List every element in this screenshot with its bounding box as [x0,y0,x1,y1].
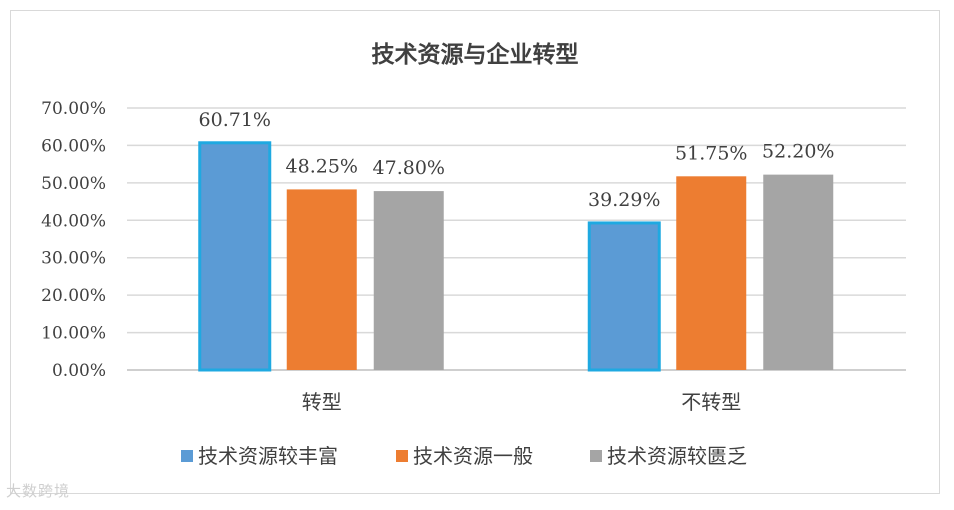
bars: 60.71% 48.25% 47.80% 39.29% 51.75% 52.20% [198,109,834,372]
legend-label: 技术资源较匮乏 [607,444,747,468]
x-category-label: 转型 [302,390,342,414]
data-label: 51.75% [675,142,747,164]
x-axis: 转型 不转型 [302,390,742,414]
x-category-label: 不转型 [681,390,741,414]
data-label: 48.25% [286,155,358,177]
y-tick-label: 60.00% [41,136,106,156]
y-tick-label: 10.00% [41,324,106,344]
legend-label: 技术资源一般 [413,444,533,468]
bar [763,174,834,370]
legend-swatch [590,450,602,462]
y-axis: 0.00% 10.00% 20.00% 30.00% 40.00% 50.00% 60.00… [41,99,906,381]
y-tick-label: 20.00% [41,286,106,306]
y-tick-label: 0.00% [52,361,106,381]
bar [587,221,661,372]
watermark-text: 大数跨境 [6,482,71,500]
y-tick-label: 50.00% [41,174,106,194]
chart-title: 技术资源与企业转型 [372,41,579,68]
bar [676,176,747,370]
bar [373,191,444,370]
bar [286,189,357,370]
data-label: 47.80% [373,157,445,179]
y-tick-label: 70.00% [41,99,106,119]
data-label: 60.71% [199,109,271,131]
y-tick-label: 40.00% [41,211,106,231]
legend-swatch [181,450,193,462]
data-label: 39.29% [588,189,660,211]
y-tick-label: 30.00% [41,249,106,269]
legend: 技术资源较丰富 技术资源一般 技术资源较匮乏 [181,444,747,468]
watermark-logo: 大数跨境 [6,480,70,501]
data-label: 52.20% [762,141,834,163]
legend-label: 技术资源较丰富 [198,444,338,468]
bar [198,141,272,372]
legend-swatch [396,450,408,462]
